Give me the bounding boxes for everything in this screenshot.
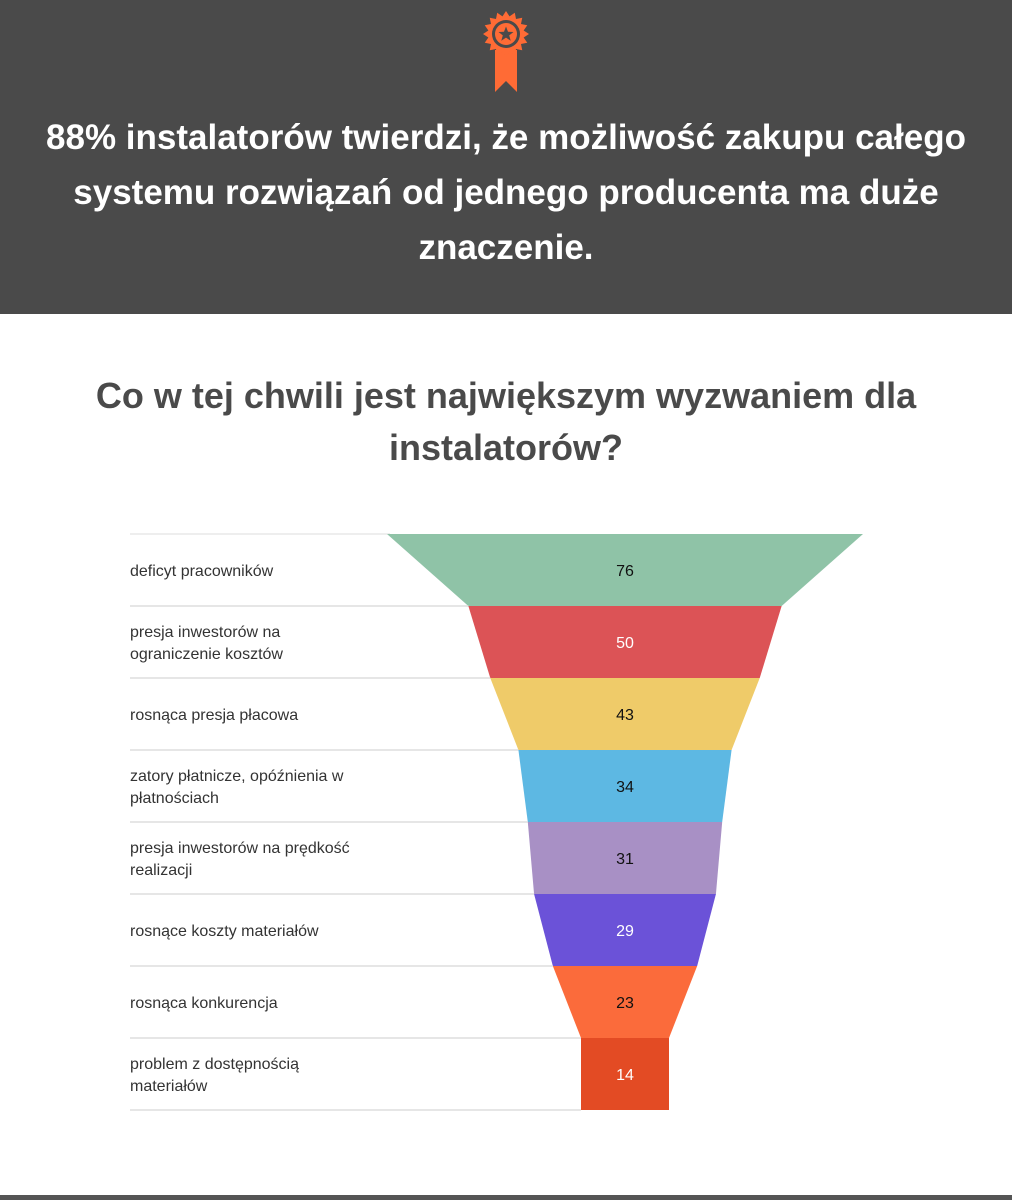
value-label: 50 bbox=[616, 635, 634, 652]
funnel-segment bbox=[552, 966, 698, 1038]
funnel-segment bbox=[490, 678, 760, 750]
category-label: zatory płatnicze, opóźnienia w płatnościa… bbox=[130, 768, 344, 807]
headline: 88% instalatorów twierdzi, że możliwość … bbox=[46, 118, 966, 267]
category-label: rosnąca presja płacowa bbox=[130, 707, 298, 724]
chart-title: Co w tej chwili jest największym wyzwani… bbox=[95, 375, 917, 468]
funnel-segment bbox=[527, 822, 723, 894]
funnel-segment bbox=[534, 894, 716, 966]
category-label: presja inwestorów na ograniczenie kosztów bbox=[130, 624, 283, 663]
category-label: rosnąca konkurencja bbox=[130, 995, 278, 1012]
funnel-segment bbox=[468, 606, 782, 678]
value-label: 23 bbox=[616, 995, 634, 1012]
category-label: presja inwestorów na prędkość realizacji bbox=[130, 840, 350, 879]
funnel-segment bbox=[518, 750, 732, 822]
funnel-segment bbox=[387, 534, 863, 606]
award-ribbon-icon bbox=[483, 11, 529, 92]
value-label: 14 bbox=[616, 1067, 634, 1084]
category-label: rosnące koszty materiałów bbox=[130, 923, 319, 940]
value-label: 43 bbox=[616, 707, 634, 724]
category-label: problem z dostępnością materiałów bbox=[130, 1056, 299, 1095]
bottom-divider bbox=[0, 1195, 1012, 1200]
value-label: 76 bbox=[616, 563, 634, 580]
value-label: 31 bbox=[616, 851, 634, 868]
funnel-chart: 76 deficyt pracowników 50 presja inwestorów… bbox=[130, 533, 863, 1111]
category-label: deficyt pracowników bbox=[130, 563, 274, 580]
funnel-segment bbox=[581, 1038, 669, 1110]
header-banner: 88% instalatorów twierdzi, że możliwość … bbox=[0, 0, 1012, 314]
value-label: 34 bbox=[616, 779, 634, 796]
value-label: 29 bbox=[616, 923, 634, 940]
